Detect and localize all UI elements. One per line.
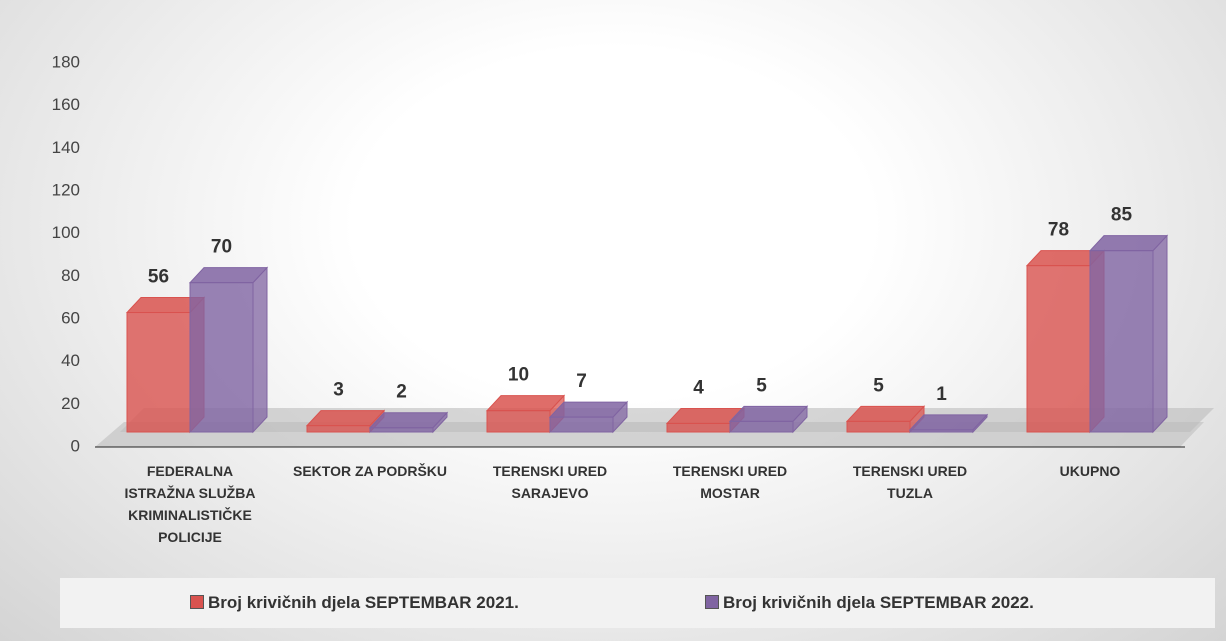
y-tick-label: 160 xyxy=(52,95,80,114)
value-label: 4 xyxy=(693,377,704,398)
bar-top xyxy=(728,405,809,422)
y-tick-label: 100 xyxy=(52,223,80,242)
bar-top xyxy=(1088,235,1169,252)
value-label: 7 xyxy=(576,371,587,392)
x-tick-label: TERENSKI URED MOSTAR xyxy=(672,463,788,501)
value-label: 85 xyxy=(1111,205,1133,226)
value-label: 5 xyxy=(756,375,767,396)
legend-label: Broj krivičnih djela SEPTEMBAR 2021. xyxy=(208,593,519,612)
bar xyxy=(368,411,449,434)
bar-front xyxy=(369,427,434,433)
value-label: 56 xyxy=(148,267,169,288)
value-label: 5 xyxy=(873,375,884,396)
bar xyxy=(908,413,989,434)
bar-side xyxy=(1152,234,1168,434)
y-tick-label: 20 xyxy=(61,394,80,413)
bar-front xyxy=(846,420,911,433)
bar-front xyxy=(909,429,974,433)
value-label: 2 xyxy=(396,382,407,403)
bar-top xyxy=(548,401,629,418)
value-label: 10 xyxy=(508,365,529,386)
bar-front xyxy=(306,425,371,433)
x-tick-label: TERENSKI URED TUZLA xyxy=(852,463,968,501)
bar xyxy=(728,405,809,434)
y-tick-label: 0 xyxy=(71,436,80,455)
bar-front xyxy=(729,420,794,433)
bar xyxy=(188,266,269,434)
y-tick-label: 120 xyxy=(52,180,80,199)
bar-top xyxy=(368,412,449,429)
bar xyxy=(1088,234,1169,434)
x-tick-label: SEKTOR ZA PODRŠKU xyxy=(292,463,447,479)
bar-front xyxy=(1089,250,1154,433)
y-tick-label: 40 xyxy=(61,351,80,370)
value-label: 70 xyxy=(211,237,232,258)
legend-swatch xyxy=(705,595,719,609)
y-tick-label: 140 xyxy=(52,138,80,157)
bar-top xyxy=(305,410,386,427)
bar xyxy=(548,400,629,434)
value-label: 1 xyxy=(936,384,947,405)
bar-top xyxy=(908,414,989,431)
bar-front xyxy=(1026,265,1091,433)
legend-item: Broj krivičnih djela SEPTEMBAR 2021. xyxy=(190,578,519,628)
bar-side xyxy=(252,266,268,434)
y-tick-label: 80 xyxy=(61,266,80,285)
legend-item: Broj krivičnih djela SEPTEMBAR 2022. xyxy=(705,578,1034,628)
legend-swatch xyxy=(190,595,204,609)
x-tick-label: UKUPNO xyxy=(1059,463,1121,479)
bar-front xyxy=(666,422,731,433)
bar-front xyxy=(486,410,551,433)
bar-front xyxy=(189,282,254,433)
x-tick-label: FEDERALNA ISTRAŽNA SLUŽBA KRIMINALISTIČK… xyxy=(124,463,256,545)
bar-top xyxy=(845,405,926,422)
y-tick-label: 180 xyxy=(52,52,80,71)
value-label: 78 xyxy=(1048,220,1069,241)
y-tick-label: 60 xyxy=(61,308,80,327)
bar-front xyxy=(549,416,614,433)
bar xyxy=(845,405,926,434)
bar-top xyxy=(188,267,269,284)
legend: Broj krivičnih djela SEPTEMBAR 2021. Broj… xyxy=(60,578,1215,628)
bar-top xyxy=(485,395,566,412)
bar-front xyxy=(126,312,191,433)
x-tick-label: TERENSKI URED SARAJEVO xyxy=(492,463,608,501)
value-label: 3 xyxy=(333,380,344,401)
legend-label: Broj krivičnih djela SEPTEMBAR 2022. xyxy=(723,593,1034,612)
